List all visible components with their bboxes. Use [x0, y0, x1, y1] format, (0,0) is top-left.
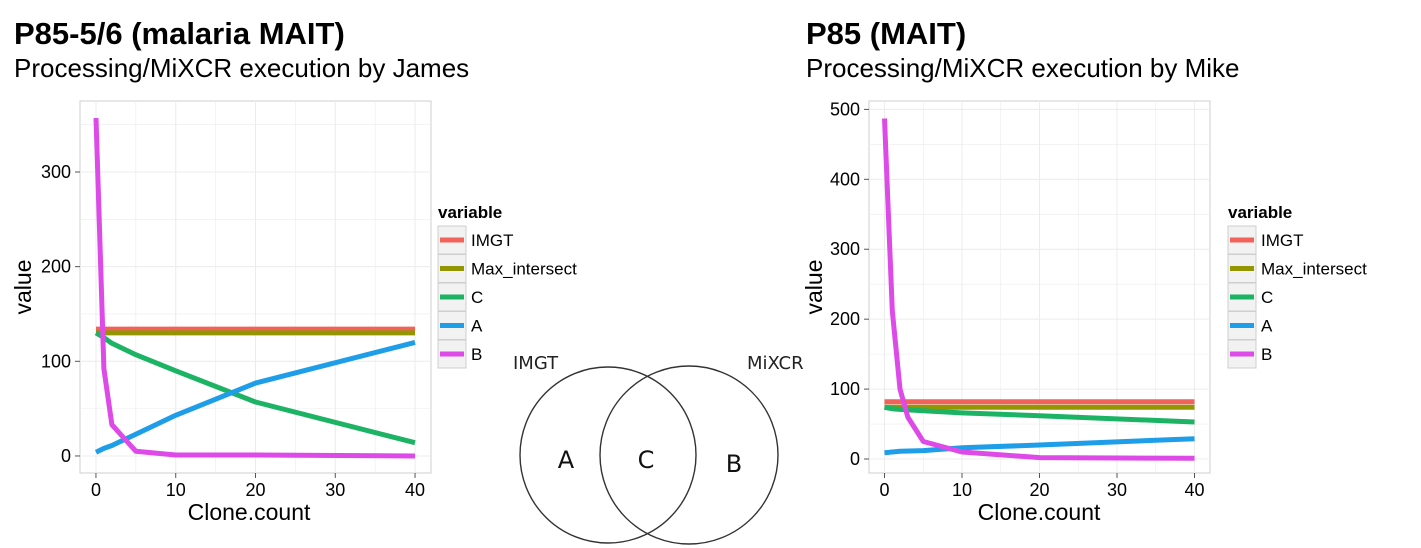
chart-left-legend-items: IMGT Max_intersect CAB [437, 225, 577, 369]
chart-right-title: P85 (MAIT) [806, 16, 966, 51]
chart-left-x-tick-label: 30 [325, 480, 345, 500]
chart-left-title: P85-5/6 (malaria MAIT) [14, 16, 345, 51]
chart-right-y-tick-label: 500 [830, 99, 860, 119]
chart-left-y-tick-label: 300 [41, 162, 71, 182]
chart-left-y-tick-label: 0 [61, 446, 71, 466]
chart-right-x-tick-label: 40 [1184, 480, 1204, 500]
chart-right: P85 (MAIT) Processing/MiXCR execution by… [801, 16, 1367, 525]
chart-left-x-tick-label: 20 [245, 480, 265, 500]
chart-right-y-tick-label: 0 [850, 449, 860, 469]
chart-left-legend-label: B [471, 345, 482, 364]
venn-region-a: A [558, 446, 575, 474]
chart-left-y-tick-label: 200 [41, 257, 71, 277]
chart-right-series-a [884, 436, 1195, 456]
chart-right-legend-label: B [1261, 345, 1272, 364]
chart-right-legend-label: IMGT [1261, 231, 1304, 250]
chart-right-x-axis-title: Clone.count [978, 499, 1101, 525]
chart-left-legend-title: variable [438, 203, 502, 222]
chart-left-y-axis-title: value [10, 260, 36, 315]
venn-left-label: IMGT [513, 353, 559, 374]
chart-right-series-c [884, 404, 1195, 425]
venn-region-c: C [638, 446, 655, 474]
chart-right-x-tick-label: 30 [1107, 480, 1127, 500]
chart-left-legend: variable IMGT Max_intersect CAB [437, 203, 577, 369]
chart-right-x-tick-label: 0 [879, 480, 889, 500]
chart-left-x-ticks: 0 10 20 30 40 [91, 473, 425, 500]
chart-right-y-ticks: 0 100 200 300 400 500 [830, 99, 869, 469]
chart-left: P85-5/6 (malaria MAIT) Processing/MiXCR … [10, 16, 577, 525]
chart-left-subtitle: Processing/MiXCR execution by James [14, 53, 469, 83]
chart-right-x-tick-label: 10 [952, 480, 972, 500]
chart-right-legend-label: A [1261, 317, 1273, 336]
chart-left-series-lines [93, 117, 416, 459]
chart-left-y-tick-label: 100 [41, 351, 71, 371]
chart-left-y-ticks: 0 100 200 300 [41, 162, 80, 466]
chart-right-x-tick-label: 20 [1029, 480, 1049, 500]
chart-left-x-tick-label: 0 [91, 480, 101, 500]
venn-region-b: B [726, 450, 742, 478]
chart-right-legend-title: variable [1228, 203, 1292, 222]
chart-right-series-lines [882, 118, 1195, 461]
chart-left-legend-label: C [471, 288, 483, 307]
chart-left-x-tick-label: 10 [166, 480, 186, 500]
chart-right-x-ticks: 0 10 20 30 40 [879, 473, 1205, 500]
chart-left-series-a [94, 339, 416, 455]
venn-right-circle [599, 365, 779, 545]
venn-diagram: IMGT MiXCR A C B [513, 353, 804, 545]
chart-left-legend-label: Max_intersect [471, 260, 577, 279]
chart-left-legend-label: IMGT [471, 231, 514, 250]
chart-right-legend-label: Max_intersect [1261, 260, 1367, 279]
chart-right-series-b [882, 118, 1195, 461]
venn-left-circle [519, 366, 697, 544]
chart-right-legend: variable IMGT Max_intersect CAB [1227, 203, 1367, 369]
chart-left-legend-label: A [471, 317, 483, 336]
chart-right-y-tick-label: 400 [830, 169, 860, 189]
chart-left-series-b [93, 117, 416, 459]
chart-right-y-tick-label: 300 [830, 239, 860, 259]
chart-right-y-axis-title: value [801, 260, 827, 315]
chart-right-legend-items: IMGT Max_intersect CAB [1227, 225, 1367, 369]
chart-right-legend-label: C [1261, 288, 1273, 307]
chart-left-x-axis-title: Clone.count [188, 499, 311, 525]
chart-right-y-tick-label: 100 [830, 379, 860, 399]
chart-left-x-tick-label: 40 [405, 480, 425, 500]
chart-right-subtitle: Processing/MiXCR execution by Mike [806, 53, 1240, 83]
venn-right-label: MiXCR [747, 353, 804, 374]
chart-right-y-tick-label: 200 [830, 309, 860, 329]
